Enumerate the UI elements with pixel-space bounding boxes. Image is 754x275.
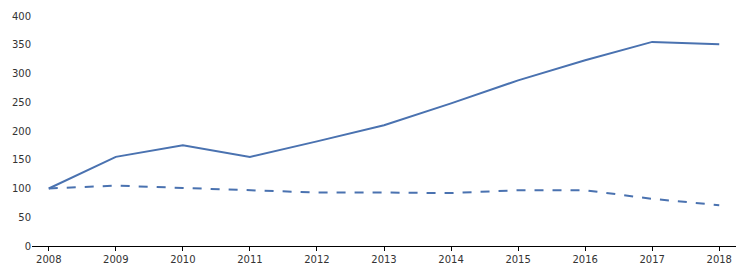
svg-text:2012: 2012 <box>304 254 329 265</box>
svg-text:400: 400 <box>12 11 31 22</box>
svg-text:2016: 2016 <box>572 254 597 265</box>
svg-text:100: 100 <box>12 183 31 194</box>
svg-text:350: 350 <box>12 39 31 50</box>
svg-text:2009: 2009 <box>103 254 128 265</box>
svg-text:250: 250 <box>12 97 31 108</box>
svg-text:2008: 2008 <box>36 254 61 265</box>
svg-text:2015: 2015 <box>505 254 530 265</box>
svg-text:2011: 2011 <box>237 254 262 265</box>
svg-text:2014: 2014 <box>438 254 463 265</box>
svg-text:2018: 2018 <box>707 254 732 265</box>
svg-text:2010: 2010 <box>170 254 195 265</box>
svg-text:2017: 2017 <box>639 254 664 265</box>
svg-text:150: 150 <box>12 154 31 165</box>
svg-text:300: 300 <box>12 68 31 79</box>
svg-text:0: 0 <box>25 241 31 252</box>
svg-text:2013: 2013 <box>371 254 396 265</box>
svg-text:200: 200 <box>12 126 31 137</box>
svg-text:50: 50 <box>18 212 31 223</box>
